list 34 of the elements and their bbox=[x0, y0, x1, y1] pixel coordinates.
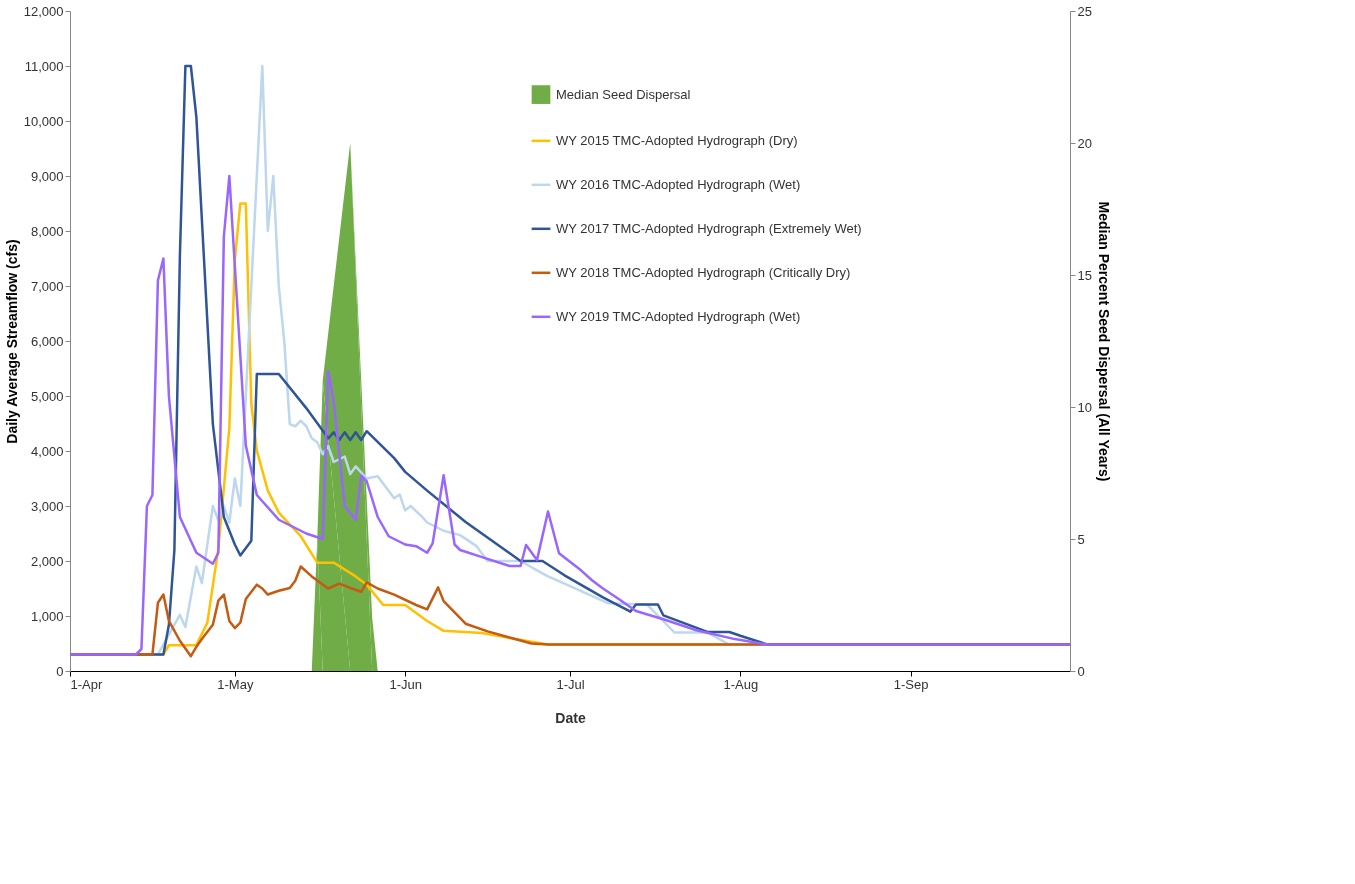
legend-label: WY 2016 TMC-Adopted Hydrograph (Wet) bbox=[556, 176, 801, 192]
y2-tick-label: 25 bbox=[1077, 3, 1092, 19]
y2-tick-label: 5 bbox=[1077, 531, 1085, 547]
y-tick-label: 0 bbox=[56, 663, 64, 679]
y-tick-label: 10,000 bbox=[23, 113, 64, 129]
x-tick-label: 1-May bbox=[217, 676, 254, 692]
x-axis-title: Date bbox=[555, 709, 586, 726]
y2-axis-title: Median Percent Seed Dispersal (All Years) bbox=[1095, 201, 1112, 482]
y-tick-label: 12,000 bbox=[23, 3, 64, 19]
x-tick-label: 1-Apr bbox=[70, 676, 103, 692]
legend-label: WY 2015 TMC-Adopted Hydrograph (Dry) bbox=[556, 132, 798, 148]
y-tick-label: 2,000 bbox=[30, 553, 64, 569]
y-tick-label: 3,000 bbox=[30, 498, 64, 514]
x-tick-label: 1-Sep bbox=[893, 676, 929, 692]
y2-tick-label: 10 bbox=[1077, 399, 1092, 415]
y-axis-title: Daily Average Streamflow (cfs) bbox=[3, 239, 20, 444]
x-tick-label: 1-Jun bbox=[389, 676, 422, 692]
y-tick-label: 11,000 bbox=[24, 58, 64, 74]
x-tick-label: 1-Aug bbox=[723, 676, 759, 692]
y2-tick-label: 15 bbox=[1077, 267, 1092, 283]
y-tick-label: 6,000 bbox=[30, 333, 64, 349]
y2-tick-label: 20 bbox=[1077, 135, 1092, 151]
legend-label: WY 2019 TMC-Adopted Hydrograph (Wet) bbox=[556, 308, 801, 324]
x-tick-label: 1-Jul bbox=[556, 676, 585, 692]
legend-label: WY 2018 TMC-Adopted Hydrograph (Critically Dry) bbox=[556, 264, 851, 280]
legend-label: WY 2017 TMC-Adopted Hydrograph (Extremely Wet) bbox=[556, 220, 862, 236]
y-tick-label: 4,000 bbox=[30, 443, 64, 459]
y-tick-label: 7,000 bbox=[30, 278, 64, 294]
y-tick-label: 5,000 bbox=[30, 388, 64, 404]
y-tick-label: 1,000 bbox=[30, 608, 64, 624]
legend-label: Median Seed Dispersal bbox=[556, 86, 691, 102]
y-tick-label: 9,000 bbox=[30, 168, 64, 184]
y-tick-label: 8,000 bbox=[30, 223, 64, 239]
y2-tick-label: 0 bbox=[1077, 663, 1085, 679]
